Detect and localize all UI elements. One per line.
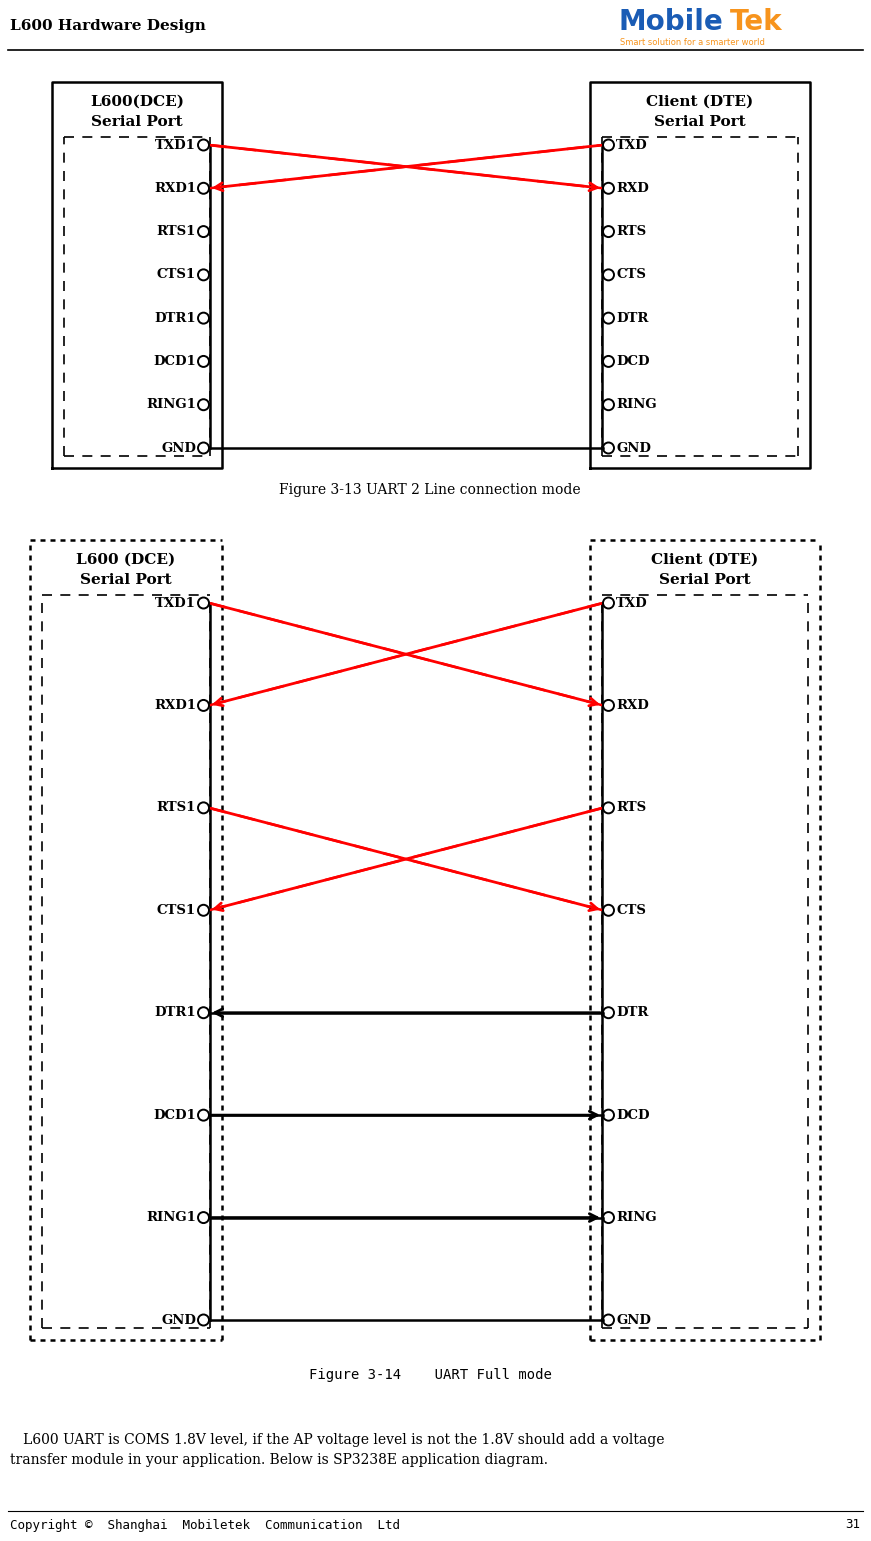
Text: RXD1: RXD1 (154, 182, 196, 194)
Text: CTS: CTS (616, 903, 646, 917)
Text: DCD: DCD (616, 354, 650, 368)
Text: CTS: CTS (616, 268, 646, 282)
Text: L600 UART is COMS 1.8V level, if the AP voltage level is not the 1.8V should add: L600 UART is COMS 1.8V level, if the AP … (10, 1433, 665, 1447)
Text: Serial Port: Serial Port (659, 573, 751, 587)
Text: TXD: TXD (616, 596, 648, 610)
Text: GND: GND (161, 442, 196, 455)
Text: RING: RING (616, 398, 657, 411)
Text: GND: GND (616, 442, 651, 455)
Text: 31: 31 (845, 1518, 860, 1532)
Text: RING: RING (616, 1211, 657, 1224)
Text: RXD: RXD (616, 700, 649, 712)
Text: GND: GND (616, 1313, 651, 1327)
Text: TXD1: TXD1 (155, 139, 196, 151)
Text: Smart solution for a smarter world: Smart solution for a smarter world (620, 37, 765, 46)
Text: Tek: Tek (730, 8, 783, 35)
Text: RXD: RXD (616, 182, 649, 194)
Text: Client (DTE): Client (DTE) (652, 553, 759, 567)
Text: RING1: RING1 (146, 1211, 196, 1224)
Text: CTS1: CTS1 (157, 268, 196, 282)
Text: transfer module in your application. Below is SP3238E application diagram.: transfer module in your application. Bel… (10, 1453, 548, 1467)
Text: Mobile: Mobile (618, 8, 723, 35)
Text: DTR: DTR (616, 1006, 648, 1019)
Text: RXD1: RXD1 (154, 700, 196, 712)
Text: RTS: RTS (616, 225, 646, 237)
Text: TXD1: TXD1 (155, 596, 196, 610)
Text: CTS1: CTS1 (157, 903, 196, 917)
Text: DCD1: DCD1 (153, 354, 196, 368)
Text: TXD: TXD (616, 139, 648, 151)
Text: Client (DTE): Client (DTE) (646, 96, 753, 109)
Text: L600(DCE): L600(DCE) (90, 96, 184, 109)
Text: L600 Hardware Design: L600 Hardware Design (10, 18, 206, 32)
Text: GND: GND (161, 1313, 196, 1327)
Text: RTS1: RTS1 (157, 225, 196, 237)
Text: DTR1: DTR1 (154, 311, 196, 325)
Text: DCD: DCD (616, 1108, 650, 1122)
Text: L600 (DCE): L600 (DCE) (77, 553, 176, 567)
Text: RTS1: RTS1 (157, 801, 196, 814)
Text: DCD1: DCD1 (153, 1108, 196, 1122)
Text: DTR: DTR (616, 311, 648, 325)
Text: RING1: RING1 (146, 398, 196, 411)
Text: Serial Port: Serial Port (91, 116, 183, 129)
Text: Copyright ©  Shanghai  Mobiletek  Communication  Ltd: Copyright © Shanghai Mobiletek Communica… (10, 1518, 400, 1532)
Text: Figure 3-13 UART 2 Line connection mode: Figure 3-13 UART 2 Line connection mode (280, 482, 581, 498)
Text: Serial Port: Serial Port (80, 573, 172, 587)
Text: Figure 3-14    UART Full mode: Figure 3-14 UART Full mode (308, 1368, 551, 1382)
Text: Serial Port: Serial Port (654, 116, 746, 129)
Text: DTR1: DTR1 (154, 1006, 196, 1019)
Text: RTS: RTS (616, 801, 646, 814)
